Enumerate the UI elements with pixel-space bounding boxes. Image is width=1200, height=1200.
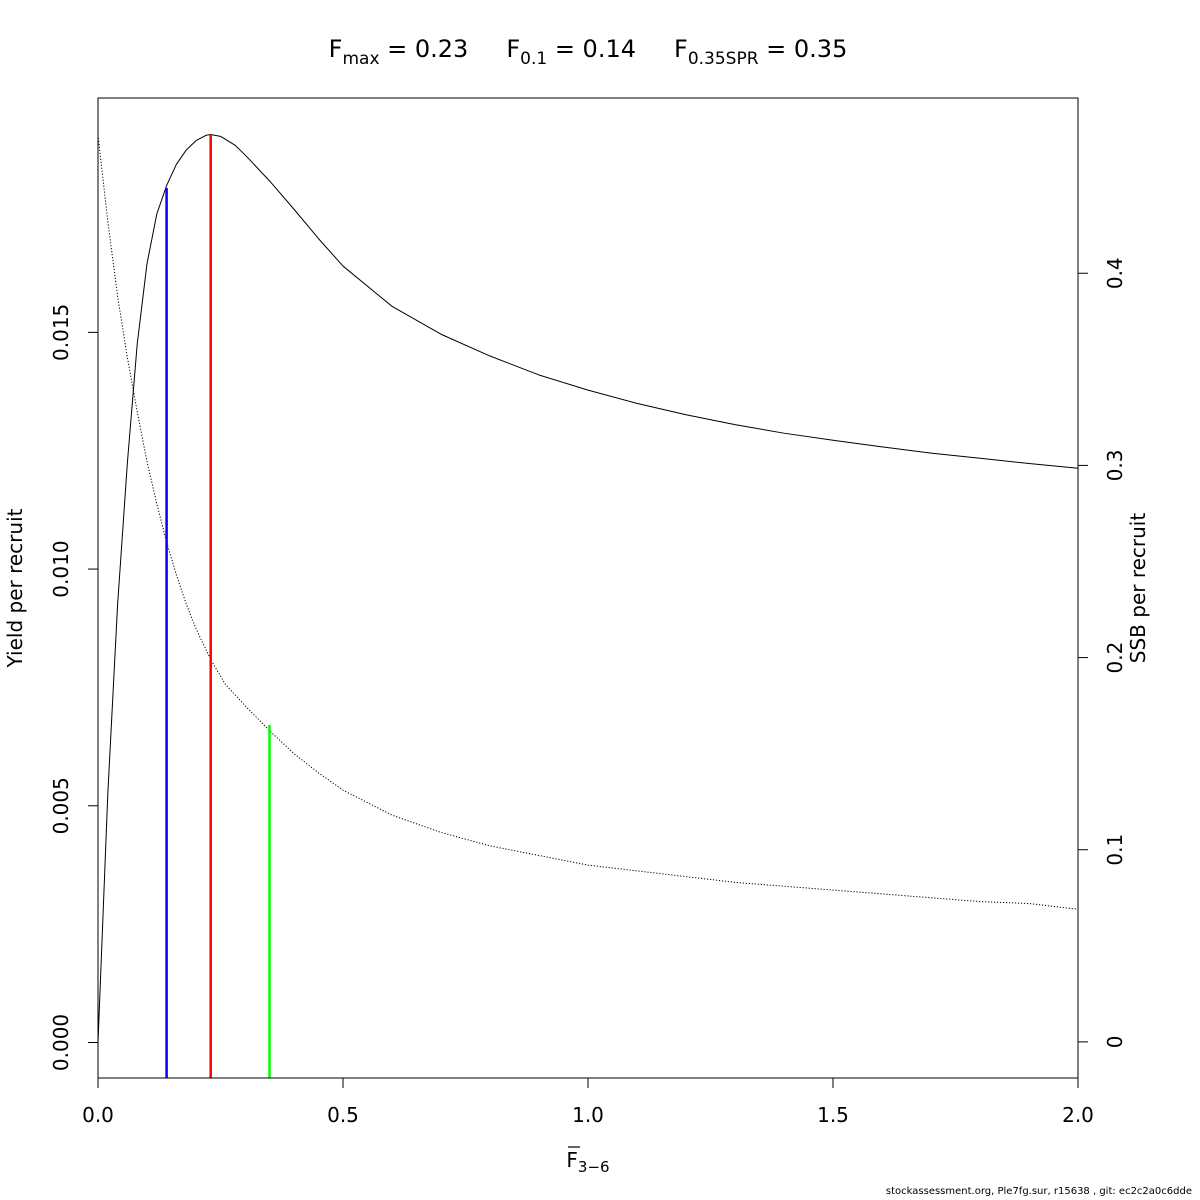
title-part-1-subscript: 0.1 xyxy=(520,49,547,69)
y-axis-right: 0 0.1 0.2 0.3 0.4 xyxy=(1077,257,1127,1049)
y-left-tick-label: 0.015 xyxy=(49,304,73,361)
x-axis-label-subscript: 3−6 xyxy=(578,1158,610,1176)
title-part-0-value: = 0.23 xyxy=(380,35,469,63)
x-tick-label: 0.5 xyxy=(327,1103,359,1127)
x-tick-label: 2.0 xyxy=(1062,1103,1094,1127)
plot-frame xyxy=(97,97,1079,1079)
y-right-tick-label: 0.2 xyxy=(1103,642,1127,674)
title-part-0-subscript: max xyxy=(342,49,379,69)
y-right-tick-label: 0.3 xyxy=(1103,449,1127,481)
title-part-1-symbol: F xyxy=(506,35,520,63)
title-part-0-symbol: F xyxy=(329,35,343,63)
series-layer xyxy=(97,133,1079,1043)
y-right-tick-label: 0 xyxy=(1103,1036,1127,1049)
title-part-2-symbol: F xyxy=(674,35,688,63)
y-left-tick-label: 0.000 xyxy=(49,1014,73,1071)
x-tick-label: 1.0 xyxy=(572,1103,604,1127)
reference-lines xyxy=(165,134,271,1078)
x-axis-label: F3−6 xyxy=(566,1148,609,1176)
title-part-2-value: = 0.35 xyxy=(759,35,848,63)
footer-credit: stockassessment.org, Ple7fg.sur, r15638 … xyxy=(885,1186,1192,1197)
x-tick-label: 1.5 xyxy=(817,1103,849,1127)
x-axis-label-symbol: F xyxy=(566,1148,578,1172)
y-axis-right-label: SSB per recruit xyxy=(1126,513,1150,664)
x-axis: 0.0 0.5 1.0 1.5 2.0 xyxy=(82,1077,1094,1127)
yield-per-recruit-line xyxy=(97,133,1079,1043)
y-axis-left: 0.000 0.005 0.010 0.015 xyxy=(49,304,99,1071)
y-right-tick-label: 0.1 xyxy=(1103,834,1127,866)
ssb-per-recruit-line xyxy=(97,134,1079,910)
chart-title: Fmax = 0.23 F0.1 = 0.14 F0.35SPR = 0.35 xyxy=(329,35,848,69)
y-left-tick-label: 0.010 xyxy=(49,540,73,597)
title-part-1-value: = 0.14 xyxy=(547,35,636,63)
title-part-2-subscript: 0.35SPR xyxy=(688,49,759,69)
y-left-tick-label: 0.005 xyxy=(49,777,73,834)
y-right-tick-label: 0.4 xyxy=(1103,257,1127,289)
y-axis-left-label: Yield per recruit xyxy=(3,508,27,668)
x-tick-label: 0.0 xyxy=(82,1103,114,1127)
